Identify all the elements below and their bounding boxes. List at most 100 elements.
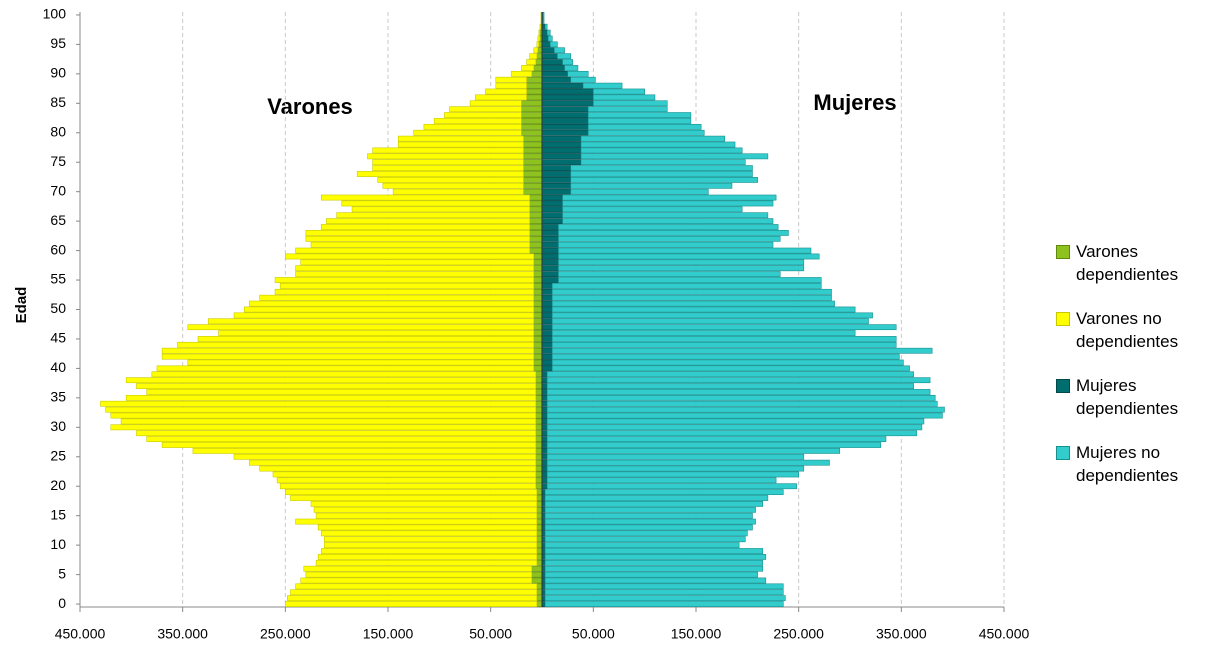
bar	[587, 106, 668, 113]
bar	[533, 359, 543, 366]
bar	[125, 394, 537, 401]
bar	[320, 194, 530, 201]
bar	[233, 312, 535, 319]
bar	[523, 182, 543, 189]
bar	[541, 41, 551, 48]
bar	[593, 94, 656, 101]
bar	[523, 141, 543, 148]
bar	[551, 353, 900, 360]
bar	[564, 65, 579, 71]
bar	[551, 300, 835, 307]
x-tick-label: 350.000	[157, 626, 208, 642]
bar	[541, 312, 553, 319]
bar	[544, 495, 769, 501]
bar	[551, 347, 933, 354]
bar	[533, 336, 543, 342]
bar	[310, 501, 538, 507]
bar	[315, 559, 538, 566]
bar	[546, 418, 925, 425]
bar	[570, 171, 753, 177]
bar	[541, 212, 563, 219]
bar	[544, 506, 756, 513]
bar	[533, 271, 543, 278]
bar	[541, 47, 555, 54]
bar	[324, 542, 538, 549]
bar	[570, 177, 758, 183]
bar	[541, 347, 553, 354]
bar	[469, 100, 522, 107]
bar	[259, 294, 535, 301]
bar	[535, 406, 543, 413]
bar	[290, 495, 538, 501]
bar	[120, 418, 537, 425]
bar	[535, 418, 543, 425]
bar	[541, 194, 563, 201]
legend-label: Varones no dependientes	[1076, 309, 1179, 351]
bar	[535, 459, 543, 466]
bar	[485, 88, 527, 95]
bar	[551, 312, 873, 319]
bar	[526, 94, 543, 101]
bar	[187, 324, 535, 331]
bar	[326, 218, 530, 225]
bar	[372, 159, 524, 166]
bar	[544, 577, 767, 584]
bar	[317, 554, 538, 560]
bar	[536, 506, 543, 513]
bar	[544, 559, 764, 566]
bar	[541, 224, 559, 230]
bar	[541, 65, 565, 71]
bar	[249, 459, 537, 466]
bar	[562, 218, 774, 225]
y-tick-label: 75	[50, 153, 66, 169]
bar	[156, 365, 535, 372]
bar	[529, 206, 543, 213]
bar	[531, 565, 543, 572]
bar	[279, 483, 537, 490]
bar	[351, 206, 530, 213]
bar	[529, 224, 543, 230]
y-tick-label: 0	[58, 595, 66, 611]
legend-swatch	[1056, 446, 1070, 460]
bar	[535, 394, 543, 401]
bar	[541, 118, 589, 124]
bar	[541, 424, 548, 431]
bar	[544, 554, 767, 560]
bar	[580, 141, 736, 148]
bar	[300, 259, 535, 266]
bar	[541, 88, 594, 95]
bar	[392, 188, 524, 195]
bar	[259, 465, 537, 472]
bar	[533, 312, 543, 319]
bar	[541, 259, 559, 266]
bar	[533, 65, 543, 71]
bar	[541, 94, 594, 101]
bar	[535, 483, 543, 490]
bar	[535, 389, 543, 395]
bar	[521, 118, 543, 124]
bar	[544, 542, 740, 549]
legend-label: Mujeres dependientes	[1076, 376, 1179, 418]
bar	[580, 153, 769, 160]
bar	[295, 518, 538, 525]
bar	[541, 159, 582, 166]
bar	[324, 536, 538, 543]
bar	[531, 70, 543, 77]
bar	[305, 235, 530, 242]
bar	[541, 283, 553, 289]
bar	[218, 330, 535, 336]
bar	[580, 147, 743, 154]
bar	[305, 230, 530, 236]
bar	[541, 35, 549, 42]
bar	[533, 330, 543, 336]
bar	[541, 453, 548, 460]
bar	[495, 82, 527, 89]
bar	[546, 371, 914, 378]
bar	[544, 589, 784, 596]
bar	[303, 565, 533, 572]
bar	[536, 530, 543, 537]
bar	[536, 524, 543, 531]
bar	[558, 253, 820, 260]
